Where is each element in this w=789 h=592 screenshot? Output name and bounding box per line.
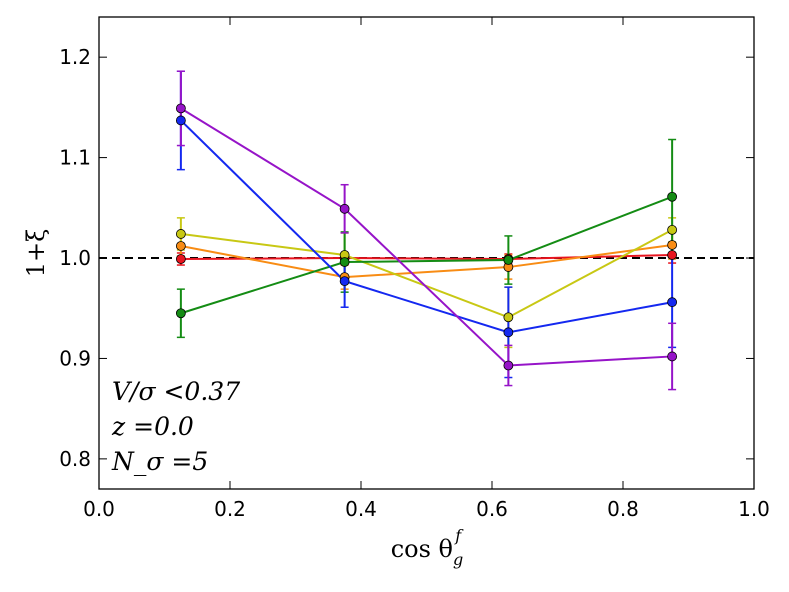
data-point-purple [175,103,186,114]
data-point-yellow [503,312,514,323]
data-point-blue [503,327,514,338]
annotation-redshift: z =0.0 [111,412,194,441]
x-tick-label: 0.6 [476,497,508,521]
data-point-green [667,191,678,202]
x-axis-label: cos θgf [391,526,465,569]
annotation-velocity-ratio: V/σ <0.37 [112,377,240,406]
data-point-orange [175,241,186,251]
data-point-red [667,250,678,260]
data-point-green [503,255,514,265]
data-point-purple [667,351,678,362]
y-axis-label: 1+ξ [22,229,50,278]
series-layer [175,70,678,391]
annotation-n-sigma: N_σ =5 [111,447,208,476]
x-tick-label: 0.0 [83,497,115,521]
data-point-purple [339,203,350,214]
series-line-purple [180,107,673,367]
data-point-yellow [667,225,678,235]
x-axis-label-sub: g [453,550,463,569]
x-tick-label: 0.2 [214,497,246,521]
series-line-yellow [180,229,673,319]
data-point-red [175,254,186,264]
data-point-yellow [175,229,186,239]
y-axis: 0.8 0.9 1.0 1.1 1.2 [59,45,754,471]
series-line-orange [180,243,673,279]
x-axis: 0.0 0.2 0.4 0.6 0.8 1.0 [83,17,770,521]
data-point-purple [503,360,514,371]
x-tick-label: 0.8 [607,497,639,521]
plot-frame [98,16,755,490]
y-tick-label: 1.2 [59,45,91,69]
data-point-blue [667,297,678,308]
series-line-green [180,195,673,315]
x-tick-label: 0.4 [345,497,377,521]
x-axis-label-main: cos θ [391,535,453,563]
y-tick-label: 1.1 [59,146,91,170]
x-tick-label: 1.0 [738,497,770,521]
x-axis-label-sup: f [454,526,464,545]
y-tick-label: 1.0 [59,246,91,270]
series-line-blue [180,119,673,334]
y-tick-label: 0.8 [59,447,91,471]
data-point-green [175,308,186,319]
data-point-orange [667,240,678,250]
data-point-blue [339,276,350,287]
data-point-green [339,257,350,267]
y-tick-label: 0.9 [59,346,91,370]
data-point-blue [175,115,186,126]
